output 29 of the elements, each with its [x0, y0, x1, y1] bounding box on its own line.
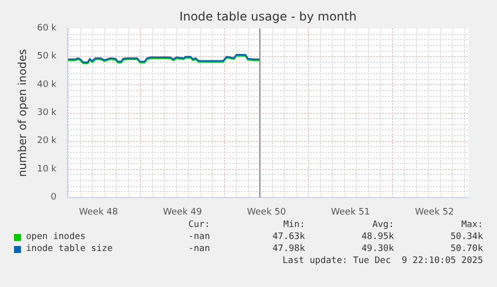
x-tick-label: Week 52 [415, 208, 454, 218]
text: 50.70k [450, 244, 483, 255]
text: 47.63k [272, 232, 305, 243]
legend-label: inode table size [26, 244, 113, 255]
y-tick-label: 20 k [36, 136, 58, 146]
chart-title: Inode table usage - by month [179, 10, 357, 24]
y-tick-label: 0 [50, 192, 57, 202]
x-tick-label: Week 48 [79, 208, 118, 218]
text: 47.98k [272, 244, 305, 255]
text: 48.95k [361, 232, 394, 243]
y-tick-label: 40 k [36, 80, 58, 90]
text: Max: [461, 220, 483, 231]
y-tick-label: 10 k [36, 164, 58, 174]
x-tick-label: Week 51 [331, 208, 370, 218]
y-tick-label: 60 k [36, 24, 58, 34]
text: Cur: [188, 220, 210, 231]
text: Min: [283, 220, 305, 231]
text: 50.34k [450, 232, 483, 243]
text: Last update: Tue Dec 9 22:10:05 2025 [282, 256, 483, 267]
x-tick-label: Week 50 [247, 208, 286, 218]
text: 49.30k [361, 244, 394, 255]
text: -nan [188, 232, 210, 243]
legend-label: open inodes [26, 232, 86, 243]
y-tick-label: 50 k [36, 52, 58, 62]
y-axis-title: number of open inodes [16, 48, 29, 177]
x-tick-label: Week 49 [163, 208, 202, 218]
text: -nan [188, 244, 210, 255]
y-tick-label: 30 k [36, 108, 58, 118]
text: Avg: [372, 220, 394, 231]
